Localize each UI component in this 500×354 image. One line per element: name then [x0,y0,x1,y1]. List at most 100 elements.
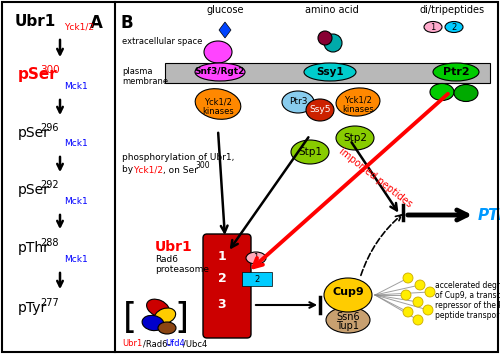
Text: proteasome: proteasome [155,266,209,274]
Text: Yck1/2: Yck1/2 [64,22,94,31]
Ellipse shape [142,315,164,331]
Text: A: A [90,14,103,32]
FancyBboxPatch shape [242,272,272,286]
Text: of Cup9, a transcriptional: of Cup9, a transcriptional [435,291,500,299]
Text: Ptr2: Ptr2 [442,67,469,77]
Text: phosphorylation of Ubr1,: phosphorylation of Ubr1, [122,154,234,162]
Text: Cup9: Cup9 [332,287,364,297]
Text: 277: 277 [40,298,59,308]
Text: Ssn6: Ssn6 [336,312,360,322]
Ellipse shape [195,89,241,119]
Text: Ubr1: Ubr1 [155,240,193,254]
Text: Snf3/Rgt2: Snf3/Rgt2 [195,68,245,76]
Text: 1: 1 [254,253,258,263]
Text: plasma: plasma [122,68,152,76]
Text: pSer: pSer [18,68,58,82]
Ellipse shape [336,88,380,116]
Circle shape [413,297,423,307]
Text: Stp2: Stp2 [343,133,367,143]
Ellipse shape [306,99,334,121]
Text: PTR2: PTR2 [478,207,500,223]
Text: amino acid: amino acid [305,5,359,15]
Text: Mck1: Mck1 [64,139,88,148]
Text: pTyr: pTyr [18,301,47,315]
Text: /Rad6-: /Rad6- [143,339,171,348]
Text: Ptr3: Ptr3 [289,97,307,107]
Ellipse shape [282,91,314,113]
Text: accelerated degradation: accelerated degradation [435,280,500,290]
Text: 3: 3 [218,298,226,312]
Ellipse shape [154,308,176,324]
Text: Ssy5: Ssy5 [309,105,331,114]
Polygon shape [219,22,231,38]
Text: repressor of the Ptr2: repressor of the Ptr2 [435,301,500,309]
Ellipse shape [430,84,454,101]
Circle shape [423,305,433,315]
Ellipse shape [204,41,232,63]
Text: 2: 2 [218,273,226,285]
Circle shape [413,315,423,325]
Text: 2: 2 [254,274,260,284]
Text: Mck1: Mck1 [64,82,88,91]
Text: peptide transporter: peptide transporter [435,310,500,320]
Ellipse shape [146,299,170,317]
Circle shape [403,307,413,317]
Circle shape [415,280,425,290]
Text: 288: 288 [40,238,58,248]
Text: 296: 296 [40,123,58,133]
Text: /Ubc4: /Ubc4 [183,339,208,348]
Circle shape [425,287,435,297]
Text: kinases: kinases [342,104,374,114]
Ellipse shape [326,307,370,333]
Text: kinases: kinases [202,107,234,115]
Text: Yck1/2: Yck1/2 [133,166,163,175]
Ellipse shape [304,63,356,81]
FancyBboxPatch shape [203,234,251,338]
Text: Rad6: Rad6 [155,256,178,264]
Text: 292: 292 [40,180,58,190]
Text: 1: 1 [218,251,226,263]
Text: 1: 1 [430,23,436,32]
Ellipse shape [246,252,266,264]
Text: ]: ] [175,301,189,335]
Text: pThr: pThr [18,241,50,255]
Ellipse shape [195,63,245,81]
Circle shape [401,290,411,300]
Text: Ufd4: Ufd4 [165,339,185,348]
Text: Yck1/2: Yck1/2 [344,96,372,104]
FancyBboxPatch shape [165,63,490,83]
Text: pSer: pSer [18,126,50,140]
Text: Tup1: Tup1 [336,321,359,331]
Text: Stp1: Stp1 [298,147,322,157]
Text: by: by [122,166,136,175]
Text: 300: 300 [195,161,210,171]
Text: B: B [120,14,132,32]
Text: 2: 2 [452,23,456,32]
Ellipse shape [424,22,442,33]
Text: pSer: pSer [18,183,50,197]
Ellipse shape [158,322,176,334]
Circle shape [403,273,413,283]
Ellipse shape [445,22,463,33]
Text: Mck1: Mck1 [64,255,88,264]
Text: Ssy1: Ssy1 [316,67,344,77]
Text: extracellular space: extracellular space [122,38,202,46]
Ellipse shape [433,63,479,81]
Ellipse shape [454,85,478,102]
Text: , on Ser: , on Ser [163,166,198,175]
Text: Mck1: Mck1 [64,197,88,206]
Ellipse shape [324,278,372,312]
Text: di/tripeptides: di/tripeptides [420,5,484,15]
Ellipse shape [318,31,332,45]
Text: Ubr1: Ubr1 [122,339,142,348]
Text: Ubr1: Ubr1 [15,14,56,29]
Text: Yck1/2: Yck1/2 [204,97,232,107]
Ellipse shape [291,140,329,164]
Ellipse shape [336,126,374,150]
Text: membrane: membrane [122,76,168,86]
Text: imported peptides: imported peptides [336,147,413,210]
Text: 300: 300 [40,65,60,75]
Ellipse shape [324,34,342,52]
Text: glucose: glucose [206,5,244,15]
Text: [: [ [123,301,137,335]
